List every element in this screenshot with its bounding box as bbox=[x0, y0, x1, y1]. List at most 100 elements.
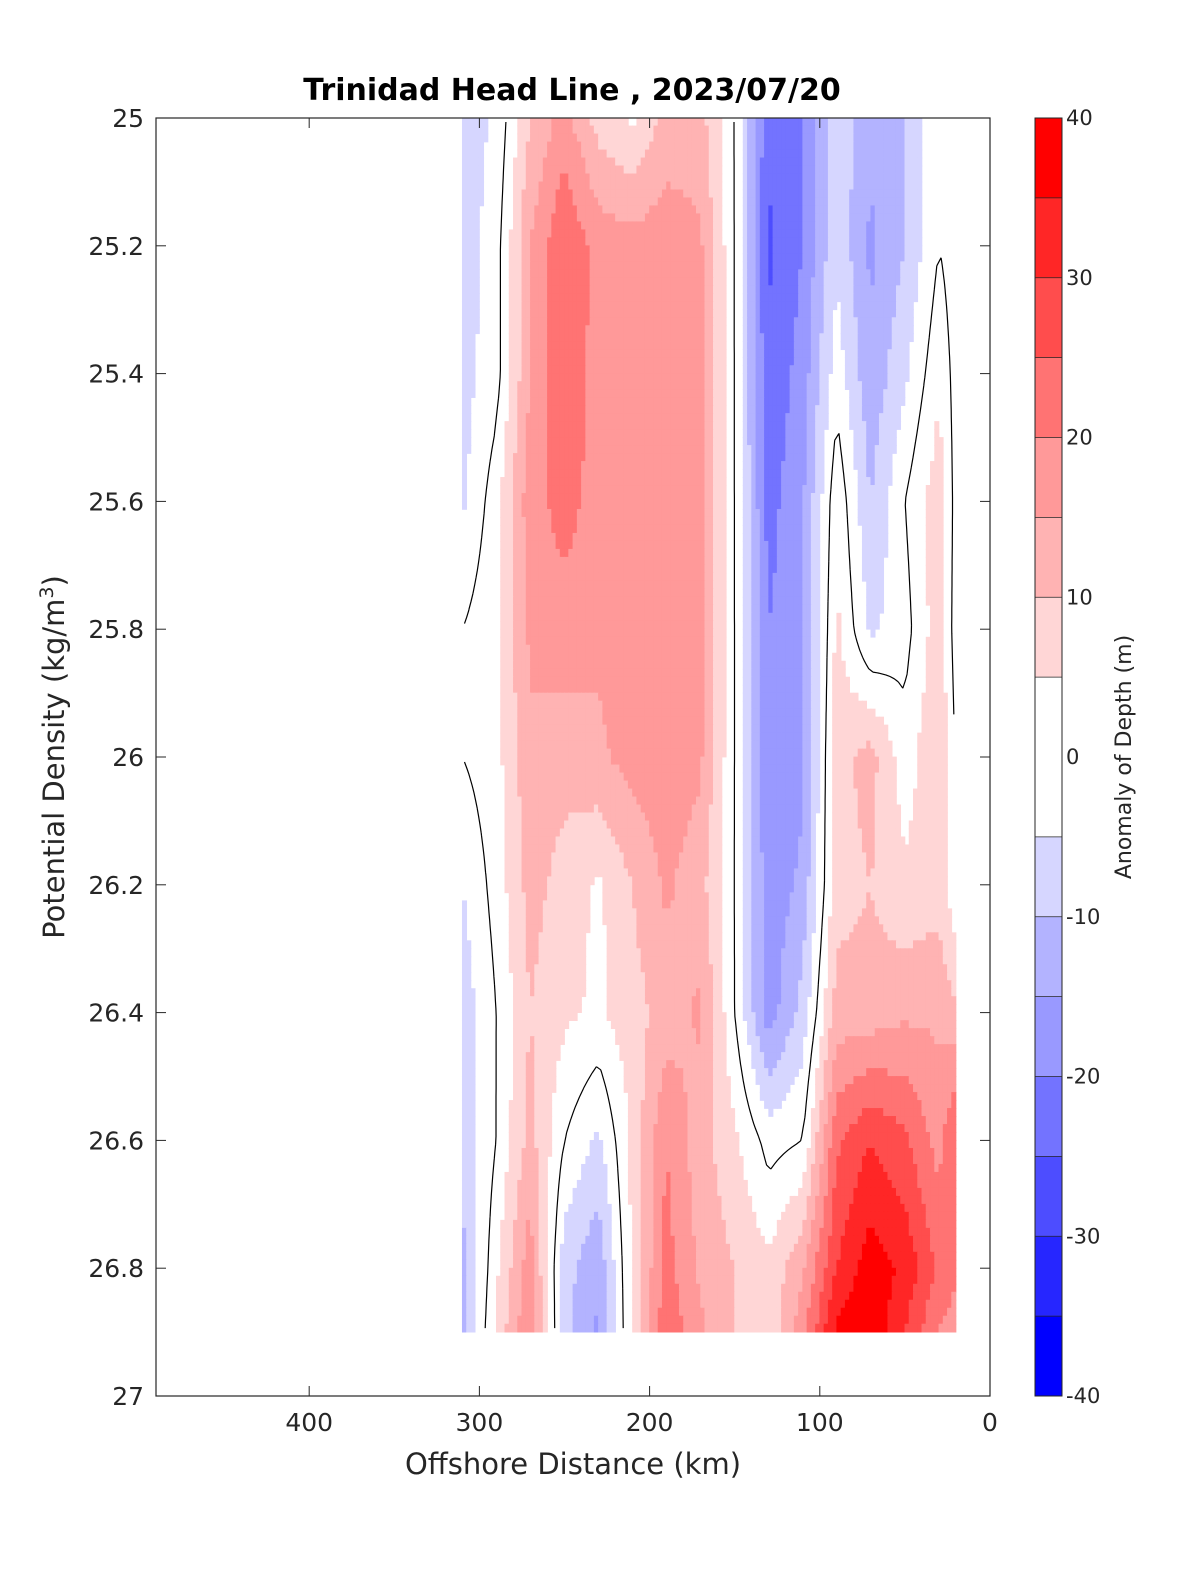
contour-cell bbox=[589, 301, 595, 311]
contour-cell bbox=[883, 197, 889, 207]
contour-cell bbox=[534, 269, 540, 279]
contour-cell bbox=[525, 540, 531, 550]
contour-cell bbox=[521, 301, 527, 311]
contour-cell bbox=[470, 333, 476, 343]
contour-cell bbox=[461, 125, 468, 135]
contour-cell bbox=[806, 501, 812, 510]
contour-cell bbox=[606, 309, 612, 319]
contour-cell bbox=[559, 317, 565, 327]
contour-cell bbox=[513, 389, 519, 398]
contour-cell bbox=[878, 381, 885, 390]
contour-cell bbox=[627, 461, 633, 470]
contour-cell bbox=[619, 540, 625, 550]
contour-cell bbox=[789, 341, 795, 351]
contour-cell bbox=[878, 373, 885, 382]
contour-cell bbox=[776, 524, 782, 534]
contour-cell bbox=[627, 357, 633, 367]
contour-cell bbox=[534, 548, 540, 558]
contour-cell bbox=[534, 477, 540, 486]
contour-cell bbox=[695, 293, 702, 303]
contour-cell bbox=[551, 221, 557, 231]
contour-cell bbox=[764, 301, 770, 311]
contour-cell bbox=[815, 453, 821, 462]
contour-cell bbox=[840, 173, 846, 183]
contour-cell bbox=[781, 245, 787, 255]
contour-cell bbox=[925, 524, 931, 534]
contour-cell bbox=[521, 173, 527, 183]
contour-cell bbox=[559, 540, 565, 550]
contour-cell bbox=[678, 125, 685, 135]
contour-cell bbox=[670, 125, 676, 135]
contour-cell bbox=[789, 237, 795, 247]
contour-cell bbox=[755, 381, 761, 390]
contour-cell bbox=[695, 532, 702, 542]
contour-cell bbox=[517, 389, 523, 398]
contour-cell bbox=[819, 317, 825, 327]
contour-cell bbox=[764, 325, 770, 335]
contour-cell bbox=[781, 261, 787, 271]
contour-cell bbox=[789, 165, 795, 175]
contour-cell bbox=[559, 516, 565, 526]
contour-cell bbox=[564, 157, 570, 167]
contour-cell bbox=[653, 293, 659, 303]
contour-cell bbox=[751, 365, 757, 374]
contour-cell bbox=[593, 501, 599, 510]
contour-cell bbox=[670, 285, 676, 295]
contour-cell bbox=[793, 477, 799, 486]
contour-cell bbox=[564, 429, 570, 438]
contour-cell bbox=[691, 149, 697, 159]
contour-cell bbox=[513, 365, 519, 374]
contour-cell bbox=[598, 397, 604, 406]
contour-cell bbox=[678, 516, 685, 526]
contour-cell bbox=[917, 173, 923, 183]
contour-cell bbox=[683, 213, 689, 223]
contour-cell bbox=[713, 205, 719, 215]
contour-cell bbox=[751, 285, 757, 295]
contour-cell bbox=[908, 277, 914, 287]
contour-cell bbox=[555, 189, 561, 199]
contour-cell bbox=[593, 125, 599, 135]
contour-cell bbox=[853, 397, 859, 406]
contour-cell bbox=[776, 245, 782, 255]
contour-cell bbox=[815, 501, 821, 510]
contour-cell bbox=[908, 125, 914, 135]
contour-cell bbox=[691, 293, 697, 303]
contour-cell bbox=[700, 501, 706, 510]
contour-cell bbox=[555, 317, 561, 327]
contour-cell bbox=[742, 277, 748, 287]
contour-cell bbox=[619, 421, 625, 430]
contour-cell bbox=[547, 301, 553, 311]
contour-cell bbox=[861, 125, 868, 135]
contour-cell bbox=[713, 118, 719, 127]
contour-cell bbox=[525, 173, 531, 183]
contour-cell bbox=[687, 173, 693, 183]
contour-cell bbox=[781, 477, 787, 486]
contour-cell bbox=[521, 493, 527, 502]
contour-cell bbox=[461, 381, 468, 390]
contour-cell bbox=[610, 293, 616, 303]
contour-cell bbox=[610, 556, 616, 566]
contour-cell bbox=[640, 197, 646, 207]
contour-cell bbox=[751, 397, 757, 406]
contour-cell bbox=[678, 349, 685, 359]
contour-cell bbox=[798, 397, 804, 406]
contour-cell bbox=[900, 245, 906, 255]
contour-cell bbox=[542, 493, 548, 502]
contour-cell bbox=[513, 357, 519, 367]
contour-cell bbox=[713, 325, 719, 335]
contour-cell bbox=[589, 149, 595, 159]
contour-cell bbox=[759, 501, 765, 510]
contour-cell bbox=[674, 189, 680, 199]
contour-cell bbox=[653, 221, 659, 231]
contour-cell bbox=[861, 213, 868, 223]
contour-cell bbox=[853, 405, 859, 414]
contour-cell bbox=[742, 325, 748, 335]
contour-cell bbox=[768, 285, 774, 295]
contour-cell bbox=[798, 333, 804, 343]
contour-cell bbox=[887, 317, 893, 327]
contour-cell bbox=[542, 189, 548, 199]
contour-cell bbox=[606, 508, 612, 518]
contour-cell bbox=[530, 421, 536, 430]
contour-cell bbox=[883, 285, 889, 295]
contour-cell bbox=[870, 413, 876, 422]
